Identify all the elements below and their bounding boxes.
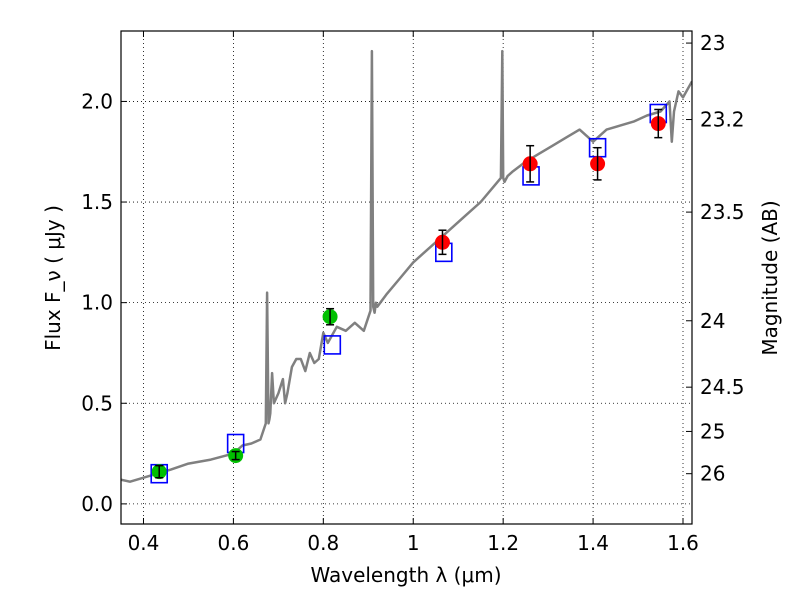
y-axis-label: Flux F_ν ( μJy )	[41, 205, 65, 351]
grid	[121, 31, 692, 524]
y2-tick-label: 25	[700, 419, 725, 443]
y2-tick-label: 24.5	[700, 375, 745, 399]
x-tick-label: 1.2	[487, 531, 519, 555]
y2-tick-label: 23	[700, 31, 725, 55]
x-tick-label: 0.4	[128, 531, 160, 555]
x-tick-label: 0.6	[217, 531, 249, 555]
y2-tick-label: 26	[700, 462, 725, 486]
y-tick-label: 0.5	[81, 391, 113, 415]
series-layer	[121, 49, 692, 484]
axes	[120, 30, 693, 525]
x-axis-label: Wavelength λ (μm)	[310, 563, 501, 587]
plot-frame	[120, 30, 693, 525]
y2-tick-label: 24	[700, 309, 725, 333]
model-square-marker	[323, 335, 342, 355]
x-tick-label: 1	[407, 531, 420, 555]
y-tick-label: 2.0	[81, 89, 113, 113]
y-tick-label: 0.0	[81, 492, 113, 516]
x-tick-label: 1.4	[577, 531, 609, 555]
y2-tick-label: 23.5	[700, 200, 745, 224]
spectrum-line	[121, 49, 692, 483]
x-tick-label: 1.6	[667, 531, 699, 555]
y2-tick-label: 23.2	[700, 108, 745, 132]
y2-axis-label: Magnitude (AB)	[758, 200, 782, 355]
x-tick-label: 0.8	[307, 531, 339, 555]
y-tick-label: 1.0	[81, 291, 113, 315]
y-tick-label: 1.5	[81, 190, 113, 214]
ticks: 0.4 0.6 0.8 1 1.2 1.4 1.6 0.0 0.5 1.0 1.5 2.0 23 23.2…	[81, 31, 745, 555]
